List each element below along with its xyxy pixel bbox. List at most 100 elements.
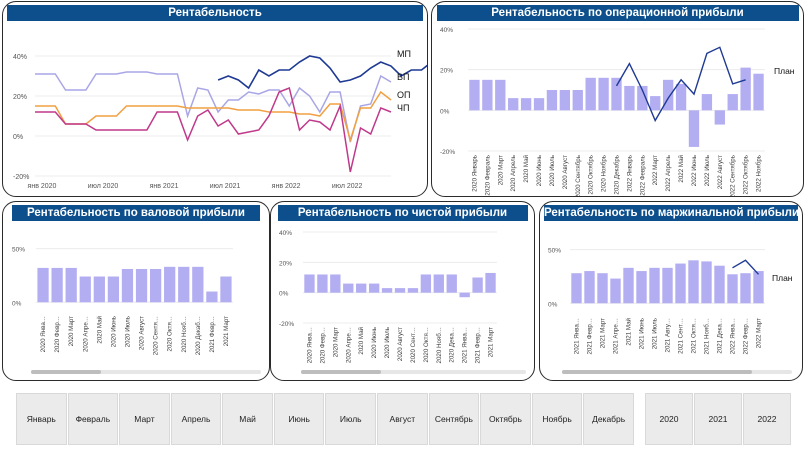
bar bbox=[701, 94, 713, 111]
bar bbox=[636, 271, 647, 304]
bar bbox=[637, 85, 648, 111]
bar bbox=[469, 79, 480, 111]
bar bbox=[220, 276, 232, 303]
x-tick-label: 2022 Февраль bbox=[639, 155, 646, 196]
x-tick-label: 2020 Апре… bbox=[82, 316, 89, 352]
y-tick-label: 0% bbox=[440, 108, 450, 115]
bar bbox=[623, 267, 634, 304]
x-tick-label: 2022 Март bbox=[652, 155, 659, 185]
slicer-month-Март[interactable]: Март bbox=[119, 393, 170, 445]
bar bbox=[93, 276, 105, 303]
series-label: ОП bbox=[397, 90, 410, 100]
bar bbox=[597, 273, 608, 304]
y-tick-label: 40% bbox=[440, 27, 453, 34]
y-tick-label: 0% bbox=[13, 134, 23, 141]
bar bbox=[584, 271, 595, 304]
plan-label: План bbox=[772, 273, 793, 283]
bar bbox=[740, 273, 751, 304]
bar bbox=[164, 266, 176, 303]
x-tick-label: 2022 Июль bbox=[704, 155, 711, 186]
y-tick-label: 40% bbox=[13, 54, 27, 61]
x-tick-label: 2020 Сентябрь bbox=[575, 155, 582, 197]
panel-title: Рентабельность по маржинальной прибыли bbox=[544, 205, 800, 221]
slicer-month-Май[interactable]: Май bbox=[222, 393, 273, 445]
slicer-year-2020[interactable]: 2020 bbox=[645, 393, 693, 445]
slicer-month-Июль[interactable]: Июль bbox=[325, 393, 377, 445]
x-tick-label: 2022 Май bbox=[678, 154, 685, 182]
bar bbox=[317, 274, 328, 293]
y-tick-label: 0% bbox=[12, 300, 22, 307]
x-tick-label: 2020 Нояб… bbox=[436, 327, 443, 363]
y-tick-label: 0% bbox=[548, 301, 558, 308]
bar bbox=[662, 267, 673, 304]
x-tick-label: 2020 Нояб… bbox=[181, 316, 188, 352]
panel-title: Рентабельность bbox=[7, 5, 423, 21]
x-tick-label: 2021 Июль bbox=[652, 318, 659, 349]
x-tick-label: 2020 Декабрь bbox=[614, 155, 621, 195]
x-tick-label: 2021 Нояб… bbox=[704, 318, 711, 354]
scrollbar-thumb[interactable] bbox=[301, 370, 381, 374]
x-tick-label: 2020 Июнь bbox=[110, 316, 117, 347]
bar bbox=[624, 85, 635, 111]
x-tick-label: 2020 Май bbox=[96, 315, 103, 343]
x-tick-label: июл 2020 bbox=[88, 183, 119, 190]
x-tick-label: 2020 Июнь bbox=[371, 327, 378, 358]
x-tick-label: янв 2020 bbox=[28, 183, 57, 190]
x-tick-label: 2022 Ноябрь bbox=[756, 155, 763, 192]
slicer-year-2021[interactable]: 2021 bbox=[694, 393, 742, 445]
series-line-ВП bbox=[35, 71, 392, 143]
bar bbox=[610, 278, 621, 304]
x-tick-label: 2021 Февр… bbox=[475, 327, 482, 364]
x-tick-label: 2020 Октябрь bbox=[588, 155, 595, 194]
x-tick-label: 2020 Сент… bbox=[410, 327, 417, 363]
x-tick-label: 2020 Декаб… bbox=[195, 316, 202, 355]
bar bbox=[675, 263, 686, 304]
horizontal-scrollbar[interactable] bbox=[562, 370, 792, 374]
bar bbox=[727, 94, 738, 111]
y-tick-label: 20% bbox=[279, 260, 292, 267]
slicer-month-Сентябрь[interactable]: Сентябрь bbox=[428, 393, 480, 445]
bar bbox=[559, 90, 571, 111]
horizontal-scrollbar[interactable] bbox=[301, 370, 526, 374]
slicer-month-Февраль[interactable]: Февраль bbox=[67, 393, 119, 445]
bar bbox=[650, 96, 661, 111]
slicer-month-Ноябрь[interactable]: Ноябрь bbox=[531, 393, 583, 445]
horizontal-scrollbar[interactable] bbox=[31, 370, 261, 374]
gross-profitability-panel: Рентабельность по валовой прибыли 50% 0% 2… bbox=[2, 201, 270, 381]
plan-label: План bbox=[774, 66, 795, 76]
bar bbox=[51, 267, 63, 303]
bar bbox=[714, 265, 725, 304]
scrollbar-thumb[interactable] bbox=[31, 370, 101, 374]
slicer-month-Октябрь[interactable]: Октябрь bbox=[480, 393, 531, 445]
slicer-month-Апрель[interactable]: Апрель bbox=[170, 393, 222, 445]
slicer-month-Декабрь[interactable]: Декабрь bbox=[583, 393, 634, 445]
scrollbar-thumb[interactable] bbox=[562, 370, 752, 374]
x-tick-label: 2022 Апрель bbox=[665, 155, 672, 191]
x-tick-label: 2020 Март bbox=[497, 155, 504, 185]
bar bbox=[495, 79, 506, 111]
x-tick-label: 2020 Янва… bbox=[40, 316, 47, 352]
series-line-МП bbox=[217, 55, 427, 90]
slicer-month-Июнь[interactable]: Июнь bbox=[273, 393, 325, 445]
x-tick-label: 2020 Август bbox=[397, 327, 404, 361]
slicer-year-2022[interactable]: 2022 bbox=[743, 393, 791, 445]
y-tick-label: -20% bbox=[279, 321, 294, 328]
x-tick-label: 2020 Июль bbox=[384, 327, 391, 358]
margin-profitability-chart: 50% 0% 2021 Янва… 2021 Февр… 2021 Март 2021 А… bbox=[548, 248, 793, 355]
bar bbox=[433, 274, 444, 293]
bar bbox=[675, 83, 687, 111]
x-tick-label: 2020 Ноябрь bbox=[601, 155, 608, 192]
bar bbox=[611, 77, 622, 111]
x-tick-label: 2020 Дека… bbox=[449, 327, 456, 363]
x-tick-label: 2020 Август bbox=[139, 316, 146, 350]
bar bbox=[79, 276, 91, 303]
bar bbox=[343, 283, 354, 293]
bar bbox=[533, 98, 545, 111]
x-tick-label: 2021 Март bbox=[600, 318, 607, 348]
x-tick-label: 2020 Февраль bbox=[484, 155, 491, 196]
x-tick-label: 2021 Янва… bbox=[574, 318, 581, 354]
bar bbox=[482, 79, 493, 111]
slicer-month-Январь[interactable]: Январь bbox=[16, 393, 67, 445]
bar bbox=[37, 267, 49, 303]
slicer-month-Август[interactable]: Август bbox=[377, 393, 428, 445]
